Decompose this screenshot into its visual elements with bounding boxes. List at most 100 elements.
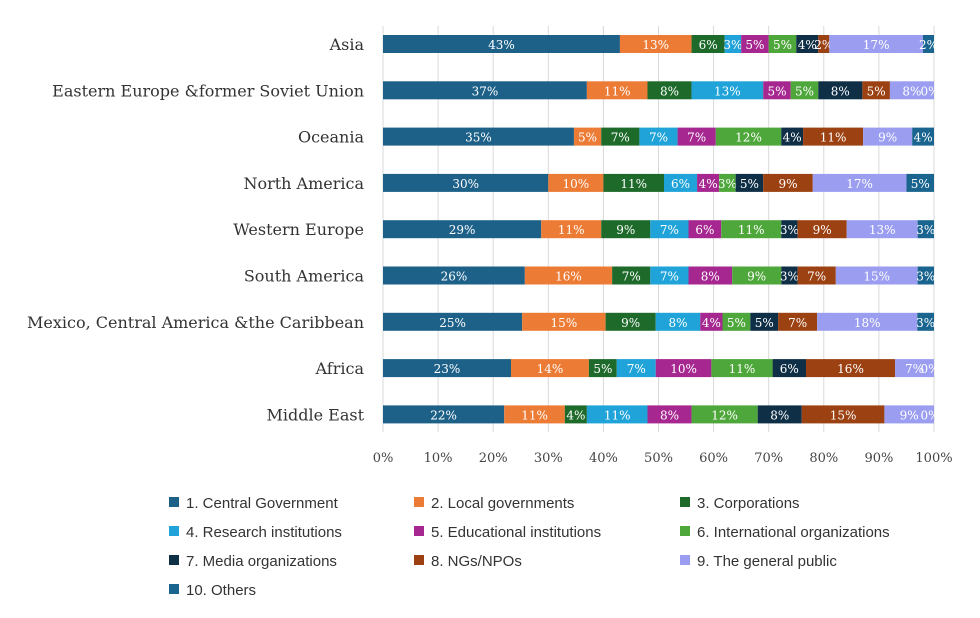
bar-segment: [647, 405, 692, 424]
bar-segment-label: 4%: [702, 316, 721, 330]
bar-segment-label: 5%: [578, 131, 597, 145]
bar-segment: [383, 173, 549, 192]
legend-item: 3. Corporations: [680, 495, 800, 512]
bar-row: 23% 14% 5% 7% 10% 11% 6% 16% 7%0%: [383, 359, 940, 378]
bar-segment: [917, 220, 934, 239]
bar-segment-label: 5%: [755, 316, 774, 330]
bar-segment: [504, 405, 565, 424]
legend: 1. Central Government 2. Local government…: [169, 495, 890, 599]
bar-segment-label: 5%: [745, 38, 764, 52]
bar-segment: [586, 405, 648, 424]
bar-segment: [912, 127, 934, 146]
bar-segment-label: 6%: [780, 362, 799, 376]
bar-segment: [655, 359, 712, 378]
legend-swatch: [680, 497, 690, 507]
x-tick-label: 10%: [424, 451, 453, 466]
bar-segment-label: 23%: [434, 362, 461, 376]
bar-segment-label: 4%: [914, 131, 933, 145]
bar-segment: [700, 312, 723, 331]
legend-item: 6. International organizations: [680, 524, 890, 541]
bar-segment: [884, 405, 934, 424]
bar-segment-label: 35%: [465, 131, 492, 145]
bar-segment: [768, 35, 797, 53]
bar-row: 35% 5% 7% 7% 7% 12% 4% 11% 9% 4%: [383, 127, 934, 146]
bar-segment: [917, 266, 934, 285]
legend-label: 8. NGs/NPOs: [431, 553, 522, 570]
bar-segment: [763, 81, 791, 100]
bar-segment: [616, 359, 656, 378]
bar-segment: [573, 127, 602, 146]
bar-segment: [383, 220, 542, 239]
bar-segment: [817, 312, 918, 331]
bar-segment-label: 7%: [660, 270, 679, 284]
bar-segment-label: 15%: [830, 408, 857, 422]
bar-segment: [797, 220, 847, 239]
bar-segment: [601, 127, 640, 146]
bar-segment-label: 8%: [701, 270, 720, 284]
bar-segment: [647, 81, 692, 100]
bar-segment-label: 0%: [920, 362, 939, 376]
bar-segment: [917, 312, 934, 331]
bar-segment-label: 22%: [430, 408, 457, 422]
legend-item: 7. Media organizations: [169, 553, 337, 570]
bar-segment-label: 13%: [642, 38, 669, 52]
bars: 43% 13% 6% 3% 5% 5% 4%2% 17% 2%37% 11% 8% 13% 5% 5% 8%…: [383, 35, 940, 424]
x-tick-label: 40%: [589, 451, 618, 466]
bar-segment: [906, 173, 934, 192]
legend-swatch: [414, 526, 424, 536]
bar-segment: [383, 81, 587, 100]
bar-segment: [750, 312, 779, 331]
bar-segment-label: 12%: [711, 408, 738, 422]
bar-row: 30% 10% 11% 6% 4% 3% 5% 9% 17% 5%: [383, 173, 934, 192]
bar-segment: [796, 35, 819, 53]
bar-segment-label: 11%: [729, 362, 756, 376]
bar-segment: [605, 312, 656, 331]
bar-segment: [732, 266, 782, 285]
region-label: Eastern Europe &former Soviet Union: [52, 81, 364, 100]
bar-segment: [741, 35, 769, 53]
bar-row: 37% 11% 8% 13% 5% 5% 8% 5% 8%0%: [383, 81, 940, 100]
legend-label: 7. Media organizations: [186, 553, 337, 570]
bar-segment: [778, 312, 818, 331]
bar-row: 26% 16% 7% 7% 8% 9% 3% 7% 15% 3%: [383, 266, 935, 285]
bar-segment: [835, 266, 918, 285]
bar-segment-label: 3%: [718, 177, 737, 191]
bar-segment-label: 8%: [668, 316, 687, 330]
bar-segment: [715, 127, 782, 146]
legend-item: 4. Research institutions: [169, 524, 342, 541]
bar-segment-label: 43%: [488, 38, 515, 52]
bar-segment-label: 5%: [767, 84, 786, 98]
bar-segment-label: 12%: [735, 131, 762, 145]
bar-segment-label: 7%: [807, 270, 826, 284]
bar-segment: [818, 81, 863, 100]
legend-label: 3. Corporations: [697, 495, 800, 512]
x-tick-label: 60%: [699, 451, 728, 466]
bar-segment-label: 16%: [837, 362, 864, 376]
bar-segment-label: 8%: [831, 84, 850, 98]
bar-segment: [664, 173, 698, 192]
bar-segment: [383, 405, 505, 424]
bar-segment: [803, 127, 864, 146]
bar-segment: [862, 81, 890, 100]
bar-segment: [655, 312, 701, 331]
legend-swatch: [169, 526, 179, 536]
bar-segment-label: 26%: [441, 270, 468, 284]
x-tick-label: 50%: [644, 451, 673, 466]
bar-segment-label: 29%: [449, 223, 476, 237]
bar-segment-label: 18%: [854, 316, 881, 330]
bar-segment: [383, 127, 574, 146]
x-tick-label: 0%: [373, 451, 394, 466]
x-tick-label: 80%: [809, 451, 838, 466]
bar-segment: [639, 127, 678, 146]
legend-swatch: [680, 555, 690, 565]
x-tick-label: 30%: [534, 451, 563, 466]
bar-segment-label: 3%: [723, 38, 742, 52]
bar-segment-label: 11%: [738, 223, 765, 237]
bar-segment-label: 5%: [593, 362, 612, 376]
bar-segment-label: 2%: [814, 38, 833, 52]
x-axis-tick-labels: 0% 10% 20% 30% 40% 50% 60% 70% 80% 90% 100%: [373, 451, 953, 466]
bar-segment-label: 8%: [660, 408, 679, 422]
bar-segment-label: 7%: [611, 131, 630, 145]
bar-segment: [603, 173, 665, 192]
